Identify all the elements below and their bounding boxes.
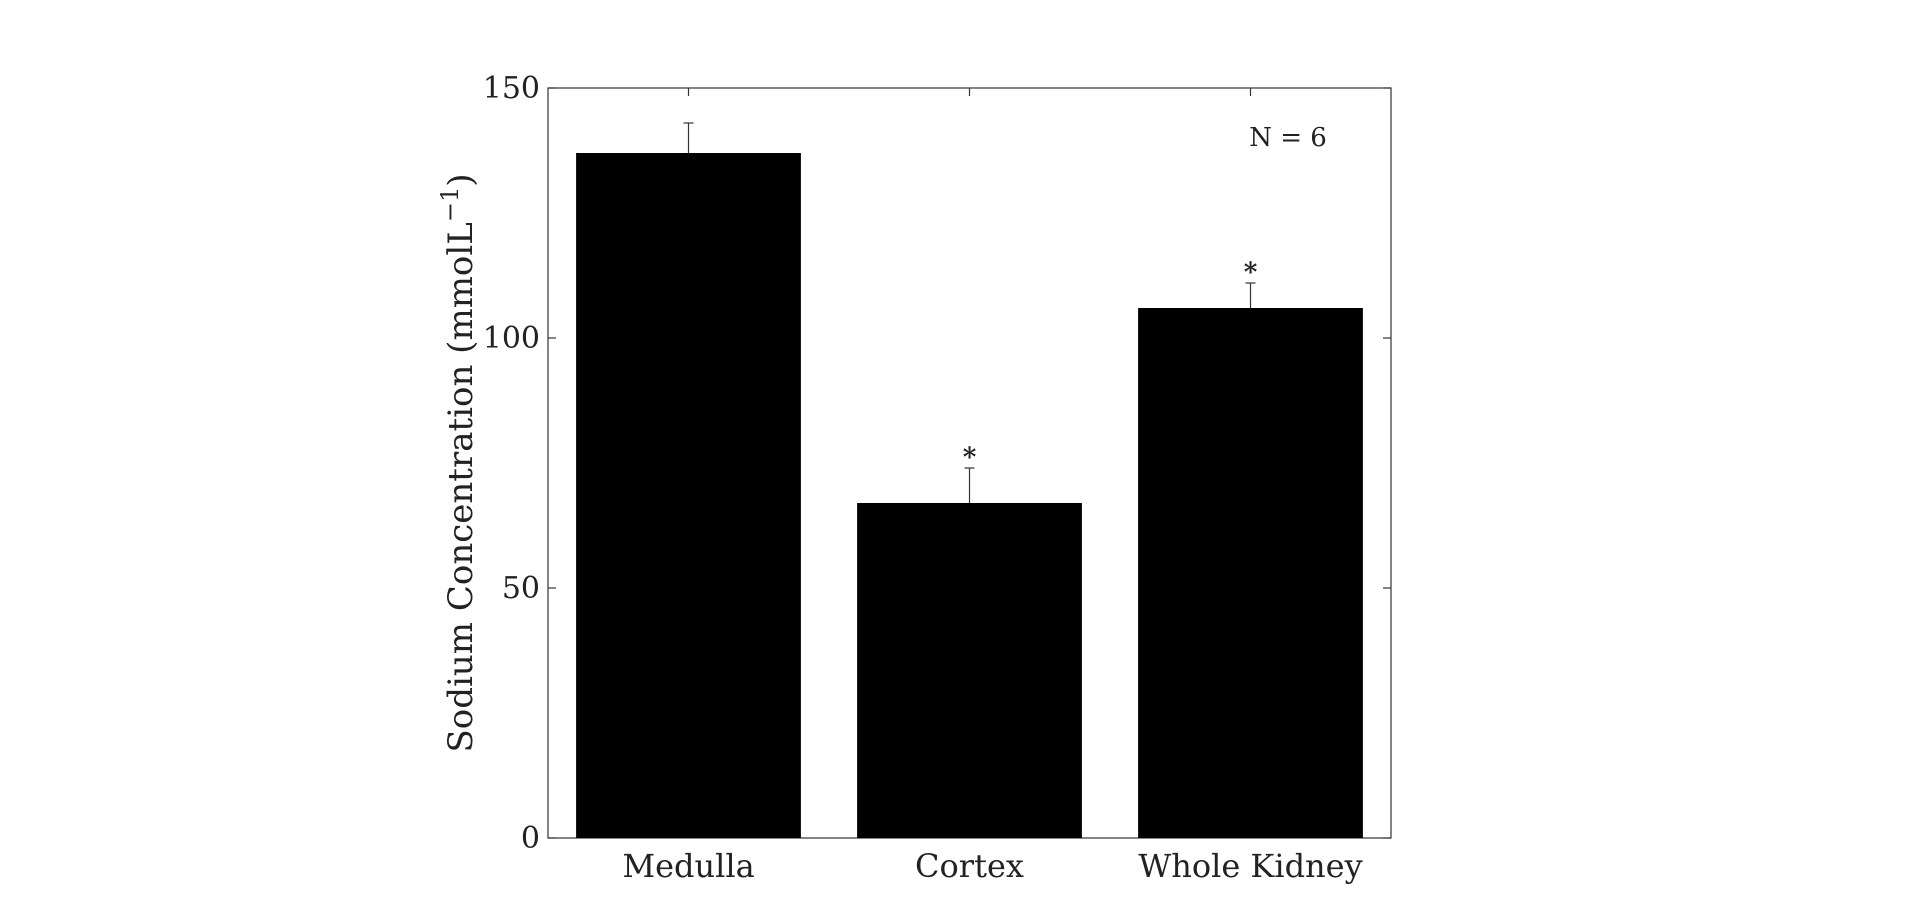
bar [857, 503, 1082, 838]
x-axis: Medulla Cortex Whole Kidney [622, 88, 1363, 885]
y-axis-title-main: Sodium Concentration (mmolL [441, 222, 481, 752]
y-tick-label: 50 [502, 571, 540, 606]
x-tick-label: Whole Kidney [1138, 847, 1362, 885]
n-annotation: N = 6 [1249, 123, 1327, 153]
y-axis-title-close: ) [441, 173, 481, 186]
y-tick-label: 0 [521, 821, 540, 856]
bar-group: ** [576, 122, 1363, 838]
x-tick-label: Medulla [622, 847, 754, 885]
significance-marker: * [963, 443, 977, 473]
significance-marker: * [1244, 258, 1258, 288]
y-axis: 0 50 100 150 [483, 71, 1391, 856]
bar [576, 153, 801, 838]
y-axis-title-superscript: −1 [436, 187, 464, 222]
y-tick-label: 100 [483, 321, 540, 356]
x-tick-label: Cortex [915, 847, 1024, 885]
y-axis-title: Sodium Concentration (mmolL−1) [436, 173, 481, 752]
y-tick-label: 150 [483, 71, 540, 106]
bar [1138, 308, 1363, 838]
